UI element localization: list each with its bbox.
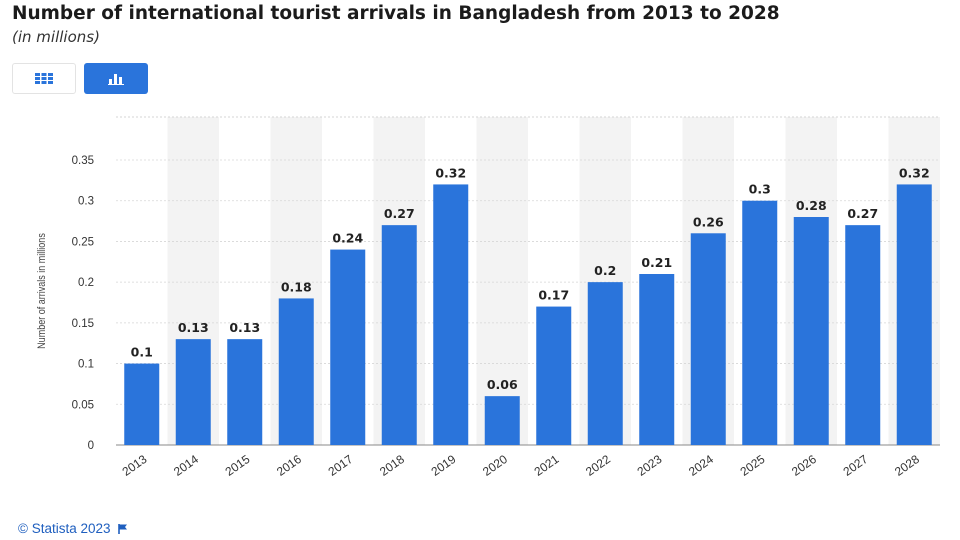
bar-2028[interactable] — [896, 184, 932, 445]
y-tick-label: 0.05 — [72, 399, 94, 411]
bar-2014[interactable] — [175, 339, 211, 445]
data-label-2026: 0.28 — [796, 198, 827, 213]
y-tick-label: 0.2 — [78, 277, 94, 289]
x-tick-label-2026: 2026 — [789, 452, 819, 479]
x-tick-label-2020: 2020 — [480, 452, 510, 479]
data-labels: 0.1 0.13 0.13 0.18 0.24 0.27 0.32 0.06 0.17 0.2 0.… — [131, 165, 930, 392]
y-axis-label: Number of arrivals in millions — [36, 233, 48, 349]
band-2020 — [476, 117, 528, 445]
table-grid-icon — [35, 73, 53, 84]
bar-2016[interactable] — [278, 298, 314, 445]
table-view-button[interactable] — [12, 63, 76, 94]
data-label-2025: 0.3 — [749, 182, 771, 197]
x-tick-label-2016: 2016 — [274, 452, 304, 479]
x-tick-label-2022: 2022 — [583, 452, 613, 479]
y-tick-label: 0.35 — [72, 155, 94, 167]
bar-chart-icon — [108, 73, 124, 85]
data-label-2013: 0.1 — [131, 345, 153, 360]
bar-2013[interactable] — [124, 363, 160, 445]
data-label-2017: 0.24 — [332, 231, 363, 246]
flag-icon — [117, 523, 127, 534]
data-label-2016: 0.18 — [281, 279, 312, 294]
data-label-2019: 0.32 — [435, 165, 466, 180]
bar-2019[interactable] — [433, 184, 469, 445]
bar-chart: 00.050.10.150.20.250.30.35 0.10.13 0.130.… — [36, 116, 940, 479]
chart-subtitle: (in millions) — [12, 28, 100, 46]
x-tick-label-2017: 2017 — [326, 452, 356, 479]
bars — [124, 184, 932, 445]
x-tick-label-2028: 2028 — [892, 452, 922, 479]
bar-2026[interactable] — [793, 217, 829, 445]
data-label-2028: 0.32 — [899, 165, 930, 180]
bar-2027[interactable] — [845, 225, 881, 445]
data-label-2018: 0.27 — [384, 206, 415, 221]
bar-2022[interactable] — [587, 282, 623, 445]
chart-view-button[interactable] — [84, 63, 148, 94]
y-tick-label: 0.25 — [72, 236, 94, 248]
y-tick-label: 0.15 — [72, 318, 94, 330]
data-label-2015: 0.13 — [229, 320, 260, 335]
x-tick-label-2014: 2014 — [171, 452, 201, 479]
bar-2018[interactable] — [381, 225, 417, 445]
credit-text: © Statista 2023 — [18, 521, 111, 536]
x-axis-ticks: 2013 2014 2015 2016 2017 2018 2019 2020 2021 2022… — [120, 452, 923, 479]
bar-2024[interactable] — [690, 233, 726, 445]
x-tick-label-2027: 2027 — [841, 452, 871, 479]
bar-2025[interactable] — [742, 200, 778, 445]
x-tick-label-2025: 2025 — [738, 452, 768, 479]
y-axis-ticks: 0 0.05 0.1 0.15 0.2 0.25 0.3 0.35 — [72, 155, 94, 452]
y-tick-label: 0.3 — [78, 196, 94, 208]
bar-2017[interactable] — [330, 249, 366, 445]
data-label-2024: 0.26 — [693, 214, 724, 229]
x-tick-label-2021: 2021 — [532, 452, 562, 479]
data-label-2014: 0.13 — [178, 320, 209, 335]
data-label-2020: 0.06 — [487, 377, 518, 392]
bar-2023[interactable] — [639, 274, 675, 445]
chart-title: Number of international tourist arrivals… — [12, 3, 780, 24]
x-tick-label-2018: 2018 — [377, 452, 407, 479]
footer-credit[interactable]: © Statista 2023 — [18, 521, 129, 536]
data-label-2023: 0.21 — [641, 255, 672, 270]
data-label-2022: 0.2 — [594, 263, 616, 278]
x-tick-label-2019: 2019 — [429, 452, 459, 479]
x-tick-label-2023: 2023 — [635, 452, 665, 479]
x-tick-label-2015: 2015 — [223, 452, 253, 479]
bar-2020[interactable] — [484, 396, 520, 445]
y-tick-label: 0 — [88, 440, 94, 452]
data-label-2021: 0.17 — [538, 288, 569, 303]
bar-2015[interactable] — [227, 339, 263, 445]
y-tick-label: 0.1 — [78, 359, 94, 371]
x-tick-label-2013: 2013 — [120, 452, 150, 479]
x-tick-label-2024: 2024 — [686, 452, 716, 479]
bar-2021[interactable] — [536, 306, 572, 445]
data-label-2027: 0.27 — [847, 206, 878, 221]
